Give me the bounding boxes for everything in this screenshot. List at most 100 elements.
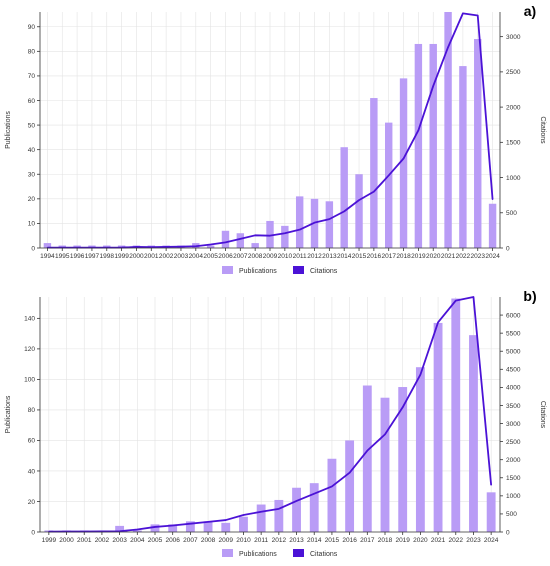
chart-panel-a: 0 10 20 30 40 50 60 70 80 90 0 500 1000 1500 2000 2500 3… [5,3,546,275]
point-citations-2000 [135,246,138,248]
point-citations-2008 [254,234,256,236]
bar-publications-2010 [281,225,289,248]
point-citations-2012 [278,508,280,510]
chart-panel-b: 0 20 40 60 80 100 120 140 0 500 1000 1500 2000 2500 30… [5,288,546,558]
legend-swatch-citations [293,549,304,557]
y-axis-title-left: Publications [5,395,12,433]
bar-publications-2024 [488,203,497,248]
point-citations-2005 [154,526,156,528]
x-tick-label: 2005 [148,537,163,544]
legend-swatch-citations [293,266,304,274]
point-citations-2014 [313,493,315,495]
legend-label-citations: Citations [310,551,338,558]
bar-publications-2013 [292,487,301,532]
x-tick-label: 2019 [411,253,426,260]
point-citations-2012 [313,222,316,224]
point-citations-2013 [328,218,330,220]
bar-publications-1994 [43,243,52,248]
bar-publications-2022 [451,298,461,532]
bar-publications-2023 [474,39,482,248]
y-tick-label-right: 1500 [506,140,521,147]
point-citations-2010 [242,514,245,516]
bar-publications-2011 [295,196,304,248]
point-citations-2017 [388,174,390,177]
bar-publications-2013 [325,201,334,248]
point-citations-2022 [455,300,457,302]
x-tick-label: 1996 [70,253,85,260]
x-tick-label: 1997 [85,253,100,260]
x-tick-label: 2012 [272,537,287,544]
bar-publications-2020 [415,367,425,532]
point-citations-2006 [224,241,227,243]
x-tick-label: 2024 [484,537,499,544]
bar-publications-2018 [399,78,408,248]
bar-publications-2018 [380,397,390,532]
panel-label: a) [524,3,536,19]
x-tick-label: 2022 [449,537,464,544]
y-tick-label-right: 5500 [506,330,521,337]
x-tick-label: 2020 [413,537,428,544]
y-tick-label-left: 60 [28,98,36,105]
bar-publications-2019 [414,43,423,249]
y-tick-label-left: 20 [28,196,36,203]
point-citations-2019 [417,129,419,131]
x-tick-label: 2015 [325,537,340,544]
x-tick-label: 2023 [471,253,486,260]
x-tick-label: 2007 [233,253,248,260]
x-tick-label: 2012 [307,253,322,260]
y-tick-label-left: 100 [24,377,35,384]
x-tick-label: 2022 [456,253,471,260]
x-tick-label: 2020 [426,253,441,260]
point-citations-2023 [477,14,479,17]
bar-publications-2017 [362,385,372,532]
y-tick-label-right: 4500 [506,367,521,374]
legend-label-publications: Publications [239,268,277,275]
y-tick-label-left: 120 [24,346,35,353]
bar-publications-2021 [444,12,452,248]
x-tick-label: 2018 [378,537,393,544]
legend-swatch-publications [222,266,233,274]
y-tick-label-right: 500 [506,511,517,518]
bar-publications-2016 [370,98,378,249]
y-tick-label-right: 500 [506,210,517,217]
point-citations-2018 [384,433,386,435]
point-citations-2011 [299,229,301,231]
bar-publications-2012 [274,499,284,532]
y-tick-label-right: 4000 [506,385,521,392]
x-tick-label: 2016 [367,253,382,260]
y-axis-title-right: Citations [539,116,546,144]
x-tick-label: 2003 [112,537,127,544]
legend-swatch-publications [222,549,233,557]
y-tick-label-left: 0 [31,245,35,252]
bar-publications-2011 [256,504,266,532]
point-citations-2024 [490,484,492,486]
x-tick-label: 2000 [59,537,74,544]
y-tick-label-left: 60 [28,438,36,445]
point-citations-2006 [172,524,174,527]
point-citations-2017 [366,450,368,452]
bar-publications-2007 [236,233,245,248]
point-citations-2010 [284,232,286,234]
point-citations-2020 [432,85,434,87]
bar-publications-2015 [355,174,363,248]
bar-publications-2021 [433,322,443,532]
point-citations-2004 [195,245,197,247]
x-tick-label: 2001 [77,537,92,544]
y-axis-title-right: Citations [539,401,546,429]
bar-publications-2020 [429,43,437,249]
y-tick-label-right: 1000 [506,493,521,500]
x-tick-label: 2008 [201,537,216,544]
point-citations-2015 [331,485,333,488]
point-citations-2002 [165,246,167,248]
x-tick-label: 2007 [183,537,198,544]
x-tick-label: 2017 [381,253,396,260]
x-tick-label: 2023 [466,537,481,544]
point-citations-2020 [419,374,421,376]
y-tick-label-left: 10 [28,221,36,228]
point-citations-2022 [462,12,464,15]
legend: Publications Citations [222,549,338,558]
y-tick-label-right: 0 [506,245,510,252]
x-tick-label: 2001 [144,253,159,260]
x-tick-label: 2004 [189,253,204,260]
